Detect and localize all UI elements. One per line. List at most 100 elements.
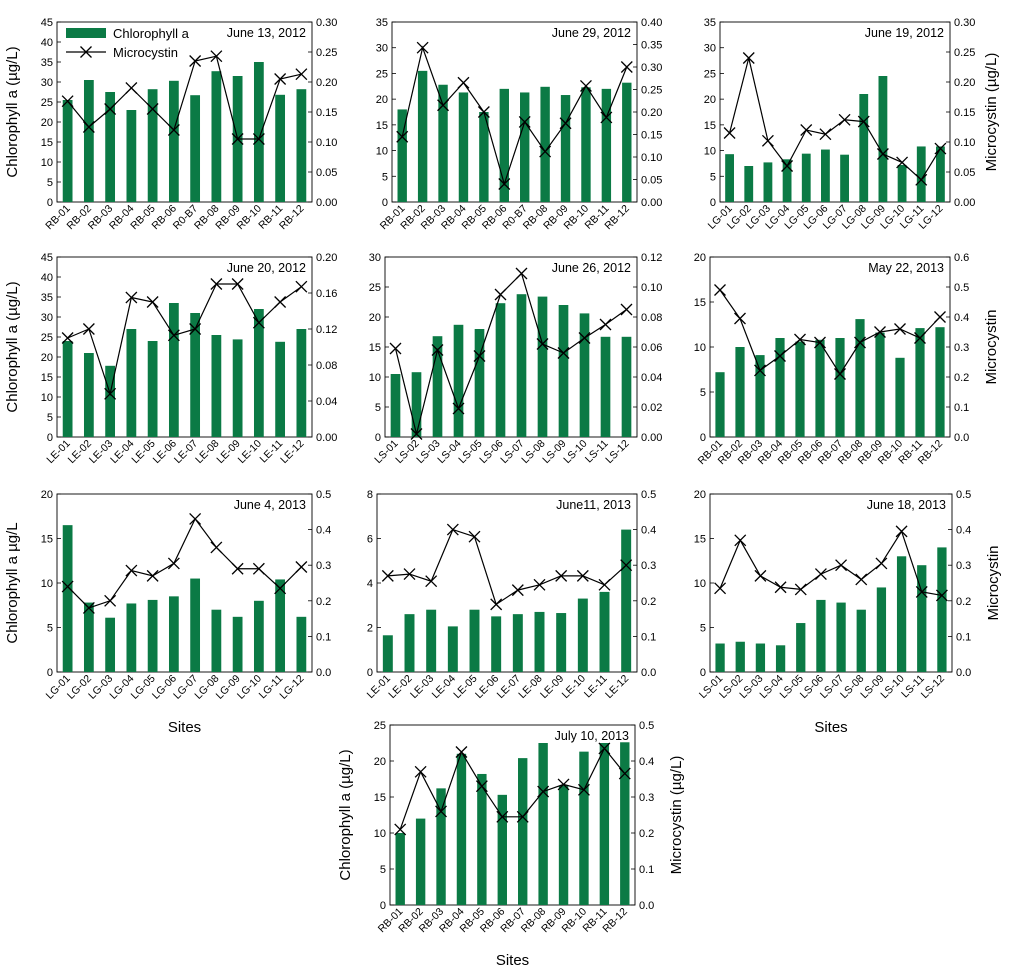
bar-RB-10	[579, 751, 589, 905]
y-tick-label: 25	[704, 68, 716, 80]
microcystin-point-RB-07	[516, 810, 529, 823]
bar-LG-08	[211, 609, 222, 672]
bar-RB-02	[417, 70, 428, 202]
microcystin-point-LG-06	[819, 128, 832, 141]
bar-LE-06	[491, 616, 502, 672]
microcystin-point-LS-06	[494, 288, 507, 301]
bar-RB-11	[275, 94, 286, 202]
panel-title: June 26, 2012	[552, 261, 631, 275]
microcystin-point-RB-11	[598, 742, 611, 755]
y2-tick-label: 0.20	[641, 107, 662, 119]
bar-LE-12	[296, 329, 307, 437]
bar-LE-08	[534, 611, 545, 672]
y-tick-label: 20	[376, 94, 388, 106]
microcystin-point-LG-10	[252, 562, 265, 575]
microcystin-point-RB-05	[794, 333, 806, 346]
microcystin-point-LE-01	[381, 569, 394, 582]
microcystin-point-RB-08	[210, 50, 223, 63]
panel-title: June 29, 2012	[552, 26, 631, 40]
y-tick-label: 0	[375, 432, 381, 444]
x-tick-label: LE-12	[278, 438, 306, 466]
y-tick-label: 30	[369, 252, 381, 264]
microcystin-point-LS-05	[794, 583, 807, 596]
microcystin-point-LE-05	[468, 530, 481, 543]
microcystin-point-RB-11	[914, 332, 926, 344]
microcystin-point-LE-09	[231, 278, 244, 290]
bar-RB-07	[518, 758, 528, 905]
y-tick-label: 10	[376, 146, 388, 158]
y-tick-label: 10	[369, 372, 381, 384]
y-tick-label: 15	[369, 342, 381, 354]
microcystin-point-LG-06	[167, 557, 180, 570]
bar-LE-02	[404, 614, 415, 672]
y2-tick-label: 0.5	[641, 489, 656, 501]
y2-tick-label: 0.2	[954, 372, 969, 384]
microcystin-point-RB-09	[874, 326, 886, 338]
right-axis-label: Microcystin (µg/L)	[983, 53, 1000, 172]
microcystin-point-LS-09	[557, 347, 570, 359]
y2-tick-label: 0.4	[641, 525, 656, 537]
bar-RB-01	[395, 833, 405, 905]
y2-tick-label: 0.10	[316, 137, 337, 149]
plot-frame	[389, 724, 636, 906]
microcystin-point-LE-04	[446, 523, 459, 536]
y-tick-label: 15	[41, 534, 53, 546]
bar-LG-07	[190, 578, 201, 672]
microcystin-point-RB-03	[437, 99, 450, 112]
microcystin-point-RB-02	[414, 765, 427, 778]
microcystin-point-LE-03	[104, 387, 117, 400]
y2-tick-label: 0.3	[316, 560, 331, 572]
microcystin-point-LE-11	[598, 578, 611, 591]
bar-RB-05	[795, 341, 805, 437]
panel-title: June 4, 2013	[234, 498, 306, 512]
microcystin-point-LE-06	[490, 598, 503, 611]
microcystin-line	[394, 272, 627, 435]
bar-RB-06	[815, 339, 825, 437]
y2-tick-label: 0.2	[639, 828, 654, 840]
microcystin-point-RB-08	[539, 145, 552, 158]
microcystin-point-RB-02	[82, 121, 95, 133]
y-tick-label: 25	[369, 282, 381, 294]
y-tick-label: 15	[41, 137, 53, 149]
chart-panel-8: 024680.00.10.20.30.40.5LE-01LE-02LE-03LE…	[365, 489, 657, 701]
chart-panel-9: 051015200.00.10.20.30.40.5LS-01LS-02LS-0…	[694, 489, 1002, 736]
y2-tick-label: 0.0	[956, 667, 971, 679]
y-tick-label: 10	[41, 157, 53, 169]
bar-RB-01	[62, 100, 73, 202]
microcystin-point-RB-02	[416, 41, 429, 54]
bar-RB-03	[436, 788, 446, 905]
microcystin-point-RB-06	[498, 178, 511, 190]
y-tick-label: 0	[382, 197, 388, 209]
bar-LE-11	[275, 341, 286, 437]
y-tick-label: 25	[374, 720, 386, 732]
microcystin-point-RB-06	[496, 810, 509, 823]
bar-RB-05	[479, 112, 489, 202]
microcystin-point-LE-05	[146, 296, 159, 308]
y2-tick-label: 0.00	[641, 432, 662, 444]
y-tick-label: 0	[710, 197, 716, 209]
chart-panel-5: 0 5 10 15 20 25 30 0.00 0.02 0.04 0.06 0.08 0.10 0.12…	[369, 252, 663, 466]
chart-panel-10: 05101520250.00.10.20.30.40.5RB-01RB-02RB…	[337, 720, 685, 969]
bar-LG-05	[147, 599, 158, 672]
y2-tick-label: 0.04	[641, 372, 662, 384]
y-tick-label: 20	[369, 312, 381, 324]
bar-LS-01	[715, 643, 725, 672]
bar-LE-05	[469, 609, 480, 672]
y2-tick-label: 0.3	[954, 342, 969, 354]
microcystin-point-LG-11	[915, 173, 928, 186]
microcystin-point-LS-03	[754, 569, 767, 582]
y-tick-label: 40	[41, 37, 53, 49]
bar-LE-08	[211, 335, 222, 437]
bar-LS-07	[836, 602, 846, 672]
bar-LE-03	[426, 609, 437, 672]
bar-RB-02	[735, 347, 745, 437]
y-tick-label: 10	[704, 146, 716, 158]
bar-LG-02	[744, 166, 754, 202]
microcystin-line	[719, 289, 941, 376]
bar-RB-03	[438, 84, 448, 202]
y2-tick-label: 0.15	[316, 107, 337, 119]
microcystin-point-LS-08	[855, 573, 868, 586]
microcystin-point-LG-05	[800, 124, 813, 136]
microcystin-point-LS-07	[835, 559, 848, 572]
y2-tick-label: 0.20	[316, 252, 337, 264]
